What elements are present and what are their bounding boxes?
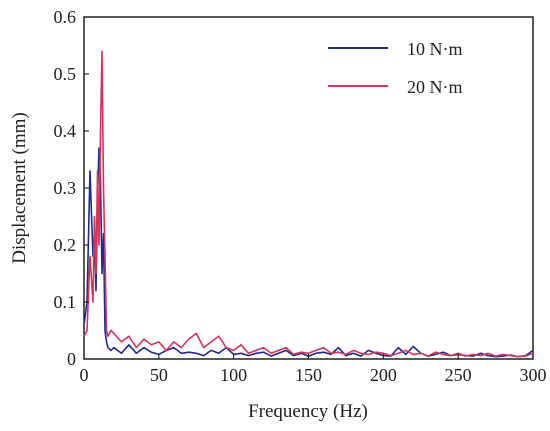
- y-tick-label: 0: [67, 349, 76, 369]
- legend: 10 N·m 20 N·m: [328, 39, 463, 97]
- x-tick-label: 150: [295, 365, 322, 385]
- y-tick-label: 0.2: [54, 235, 77, 255]
- x-tick-label: 0: [80, 365, 89, 385]
- y-tick-label: 0.4: [54, 121, 77, 141]
- series-line-20nm: [83, 50, 534, 358]
- x-axis-title: Frequency (Hz): [248, 401, 368, 422]
- y-tick-label: 0.1: [54, 292, 77, 312]
- x-tick-label: 200: [370, 365, 397, 385]
- x-tick-label: 50: [150, 365, 168, 385]
- x-tick-label: 100: [220, 365, 247, 385]
- y-tick-label: 0.5: [54, 64, 77, 84]
- y-tick-label: 0.6: [54, 7, 77, 27]
- legend-label-20nm: 20 N·m: [407, 77, 463, 97]
- plot-frame: [83, 16, 534, 360]
- series-line-10nm: [83, 147, 534, 358]
- legend-label-10nm: 10 N·m: [407, 39, 463, 59]
- x-tick-label: 300: [520, 365, 547, 385]
- x-tick-label: 250: [445, 365, 472, 385]
- y-tick-label: 0.3: [54, 178, 77, 198]
- series-layer: [83, 50, 534, 358]
- y-axis-title: Displacement (mm): [9, 112, 30, 263]
- tick-layer: 0 50 100 150 200 250 300 0 0.1 0.2 0.3 0.4 0.5 0.6: [54, 7, 547, 385]
